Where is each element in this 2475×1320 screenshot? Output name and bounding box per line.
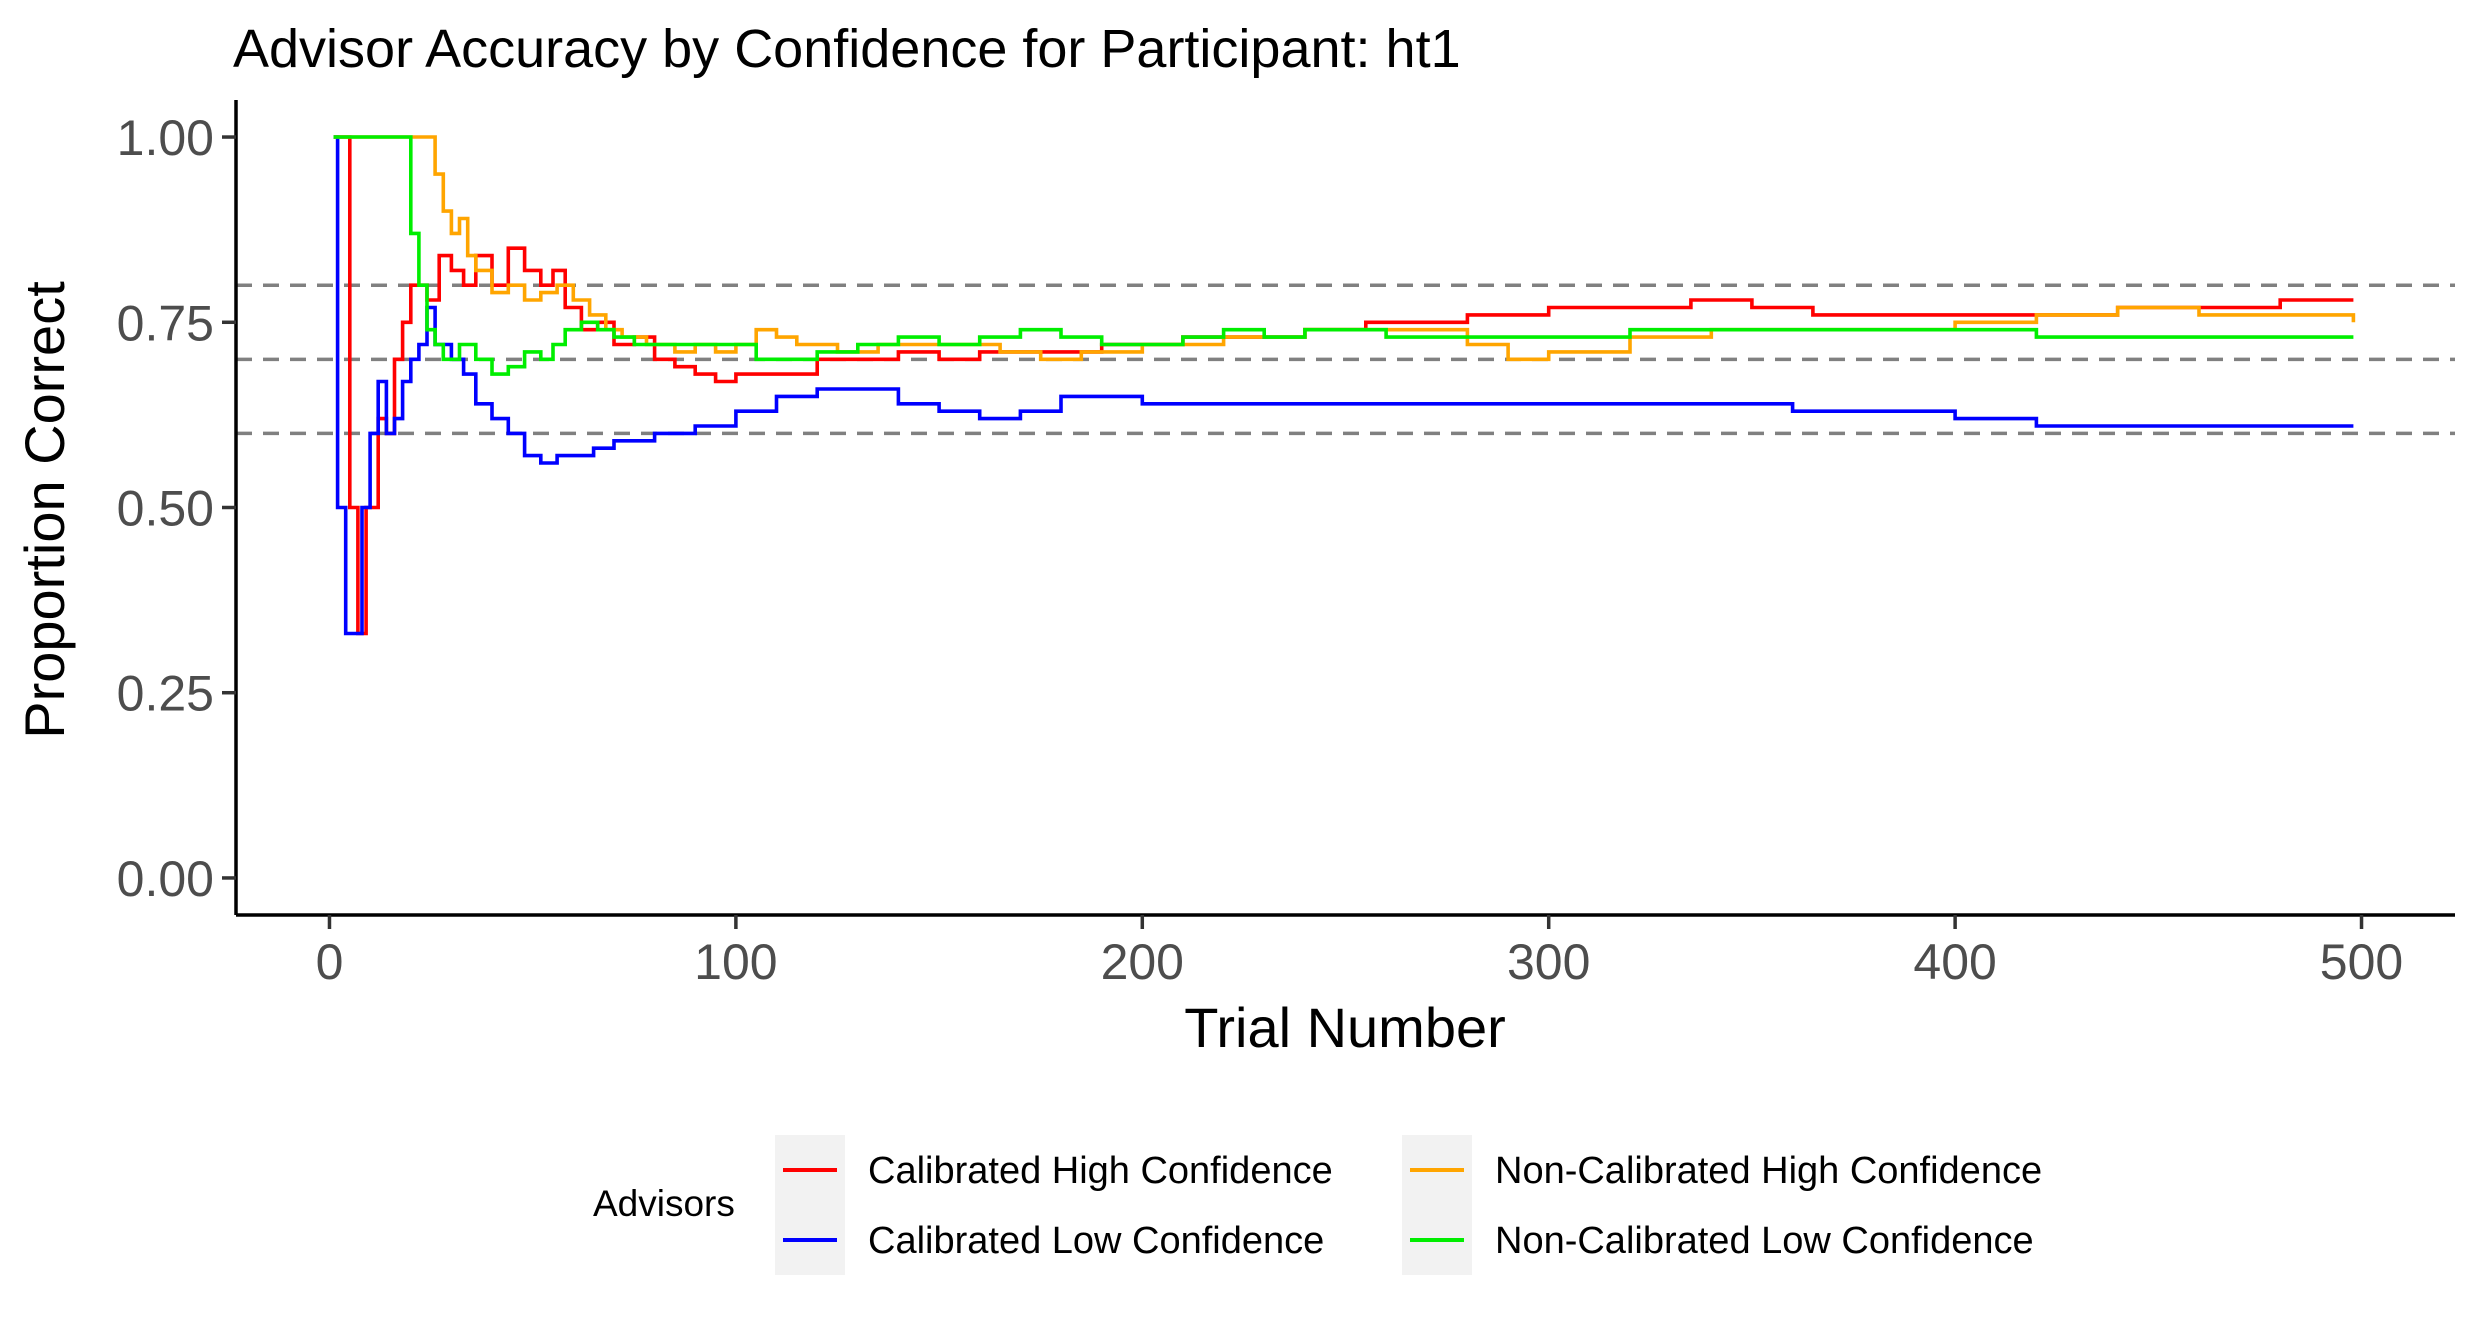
y-tick-label-2: 0.50 xyxy=(117,481,214,537)
axes xyxy=(234,100,2455,917)
legend-label-0: Calibrated High Confidence xyxy=(868,1150,1333,1192)
series-lines xyxy=(333,135,2356,636)
x-tick-label-3: 300 xyxy=(1507,934,1590,990)
x-tick-label-2: 200 xyxy=(1101,934,1184,990)
reference-lines xyxy=(236,283,2455,436)
legend-label-2: Non-Calibrated High Confidence xyxy=(1495,1150,2042,1192)
y-axis-title: Proportion Correct xyxy=(13,281,76,739)
x-tick-label-1: 100 xyxy=(694,934,777,990)
y-tick-label-3: 0.75 xyxy=(117,295,214,351)
series-line-2 xyxy=(333,135,2356,362)
legend-label-1: Calibrated Low Confidence xyxy=(868,1220,1324,1262)
chart-title: Advisor Accuracy by Confidence for Parti… xyxy=(233,19,1461,79)
series-line-1 xyxy=(333,135,2354,636)
legend-label-3: Non-Calibrated Low Confidence xyxy=(1495,1220,2034,1262)
y-tick-labels: 0.00 0.25 0.50 0.75 1.00 xyxy=(117,110,236,907)
series-line-3 xyxy=(333,135,2354,376)
series-line-0 xyxy=(333,135,2354,636)
x-tick-labels: 0 100 200 300 400 500 xyxy=(316,915,2403,990)
y-tick-label-4: 1.00 xyxy=(117,110,214,166)
y-tick-label-0: 0.00 xyxy=(117,851,214,907)
y-tick-label-1: 0.25 xyxy=(117,666,214,722)
x-tick-label-4: 400 xyxy=(1913,934,1996,990)
x-tick-label-5: 500 xyxy=(2320,934,2403,990)
x-tick-label-0: 0 xyxy=(316,934,344,990)
legend-title: Advisors xyxy=(593,1183,735,1224)
legend: Advisors Calibrated High Confidence Calib… xyxy=(593,1135,2042,1275)
x-axis-title: Trial Number xyxy=(1184,996,1506,1059)
